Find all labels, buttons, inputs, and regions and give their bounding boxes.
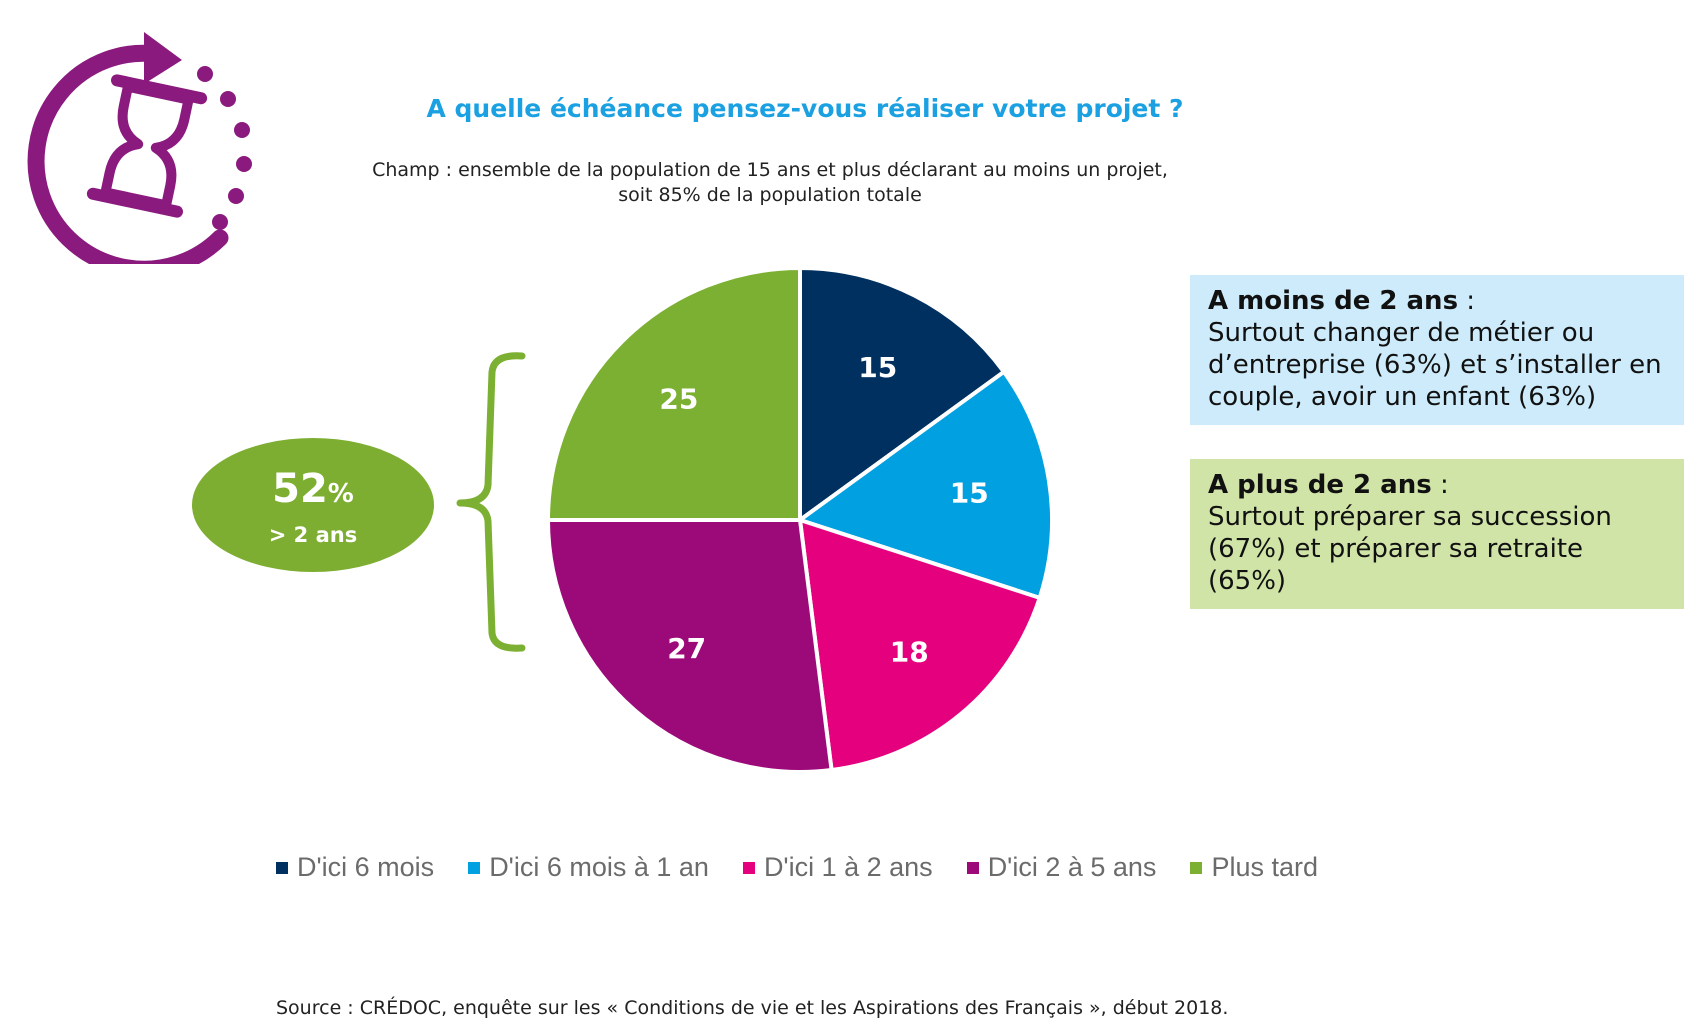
badge-caption: > 2 ans [268, 523, 358, 547]
legend-swatch [1190, 861, 1203, 874]
legend-item-3: D'ici 1 à 2 ans [742, 852, 933, 883]
chart-title: A quelle échéance pensez-vous réaliser v… [426, 94, 1184, 123]
info-box-separator: : [1431, 470, 1449, 500]
source-note: Source : CRÉDOC, enquête sur les « Condi… [276, 997, 1229, 1019]
pie-slice-2 [798, 369, 1054, 600]
legend-label: D'ici 6 mois [297, 852, 435, 882]
legend-label: D'ici 2 à 5 ans [987, 852, 1157, 882]
pie-slice-label-2: 15 [950, 477, 989, 510]
legend-label: D'ici 1 à 2 ans [763, 852, 933, 882]
badge-value: 52% [272, 466, 354, 512]
legend-swatch [966, 861, 979, 874]
info-box-text: Surtout préparer sa succession (67%) et … [1208, 502, 1612, 596]
pie-slice-1 [798, 266, 1006, 522]
pie-slice-5 [546, 266, 802, 522]
pie-chart: 15 15 18 27 25 [546, 266, 1054, 774]
badge-unit: % [327, 479, 354, 509]
pie-slice-label-4: 27 [667, 632, 706, 665]
pie-slice-label-5: 25 [659, 382, 698, 415]
legend-swatch [742, 861, 755, 874]
legend-label: D'ici 6 mois à 1 an [489, 852, 709, 882]
info-box-text: Surtout changer de métier ou d’entrepris… [1208, 318, 1662, 412]
legend-item-5: Plus tard [1190, 852, 1318, 883]
pie-slice-label-1: 15 [858, 351, 897, 384]
bracket-52-percent [456, 352, 526, 652]
legend-swatch [468, 861, 481, 874]
info-box-heading: A moins de 2 ans [1208, 286, 1459, 316]
info-box-heading: A plus de 2 ans [1208, 470, 1432, 500]
legend-item-4: D'ici 2 à 5 ans [966, 852, 1157, 883]
legend-swatch [276, 861, 288, 874]
hourglass-cycle-icon [27, 32, 252, 264]
info-box-less-than-2-years: A moins de 2 ans : Surtout changer de mé… [1190, 275, 1684, 425]
pie-slice-label-3: 18 [890, 636, 929, 669]
badge-more-than-2-years: 52% > 2 ans [192, 438, 434, 572]
legend-label: Plus tard [1211, 852, 1318, 882]
pie-slice-4 [546, 518, 834, 774]
pie-slice-3 [798, 518, 1042, 773]
info-box-separator: : [1458, 286, 1476, 316]
info-box-more-than-2-years: A plus de 2 ans : Surtout préparer sa su… [1190, 459, 1684, 609]
legend-item-1: D'ici 6 mois [276, 852, 434, 883]
chart-legend: D'ici 6 mois D'ici 6 mois à 1 an D'ici 1 à… [276, 852, 1318, 883]
legend-item-2: D'ici 6 mois à 1 an [468, 852, 709, 883]
chart-subtitle: Champ : ensemble de la population de 15 … [372, 159, 1168, 206]
